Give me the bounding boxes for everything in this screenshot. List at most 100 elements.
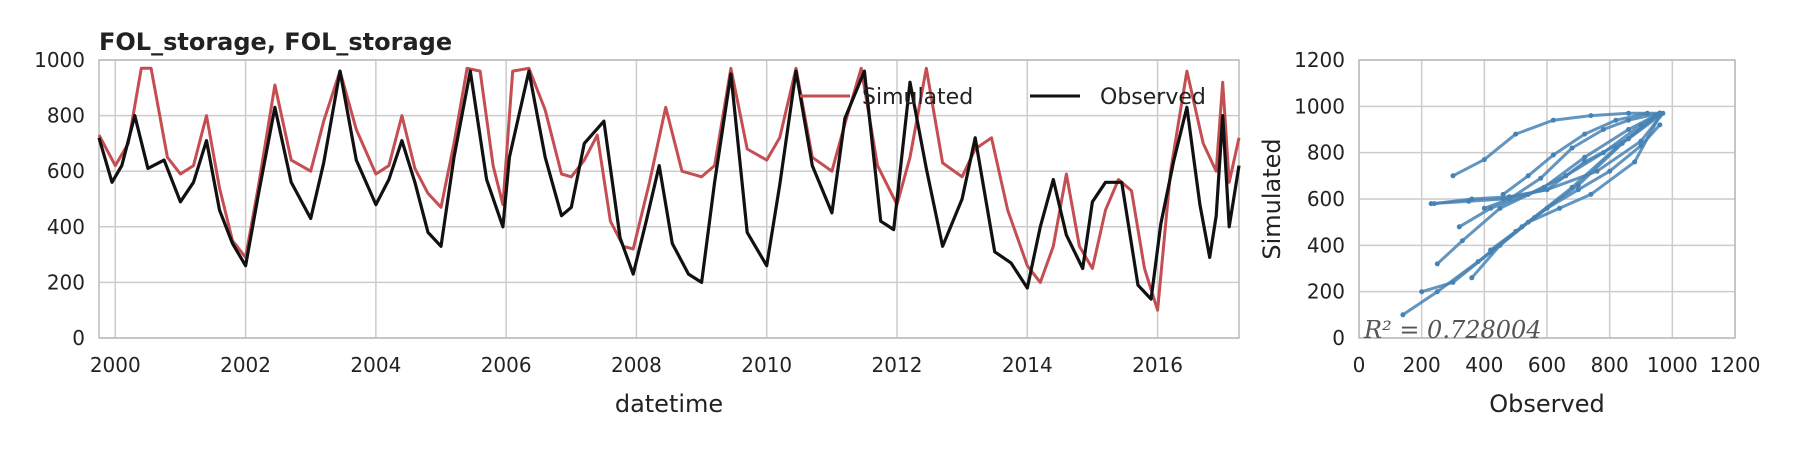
scatter-point [1582, 159, 1588, 165]
timeseries-x-tick-labels: 2000 2002 2004 2006 2008 2010 2012 2014 2016 [90, 353, 1183, 377]
scatter-x-tick-label: 600 [1528, 353, 1566, 377]
scatter-point [1557, 205, 1562, 211]
scatter-point [1657, 113, 1663, 119]
scatter-point [1607, 168, 1613, 174]
scatter-point [1600, 127, 1606, 132]
scatter-y-tick-labels: 0 200 400 600 800 1000 1200 [1294, 48, 1345, 350]
scatter-point [1594, 168, 1600, 174]
timeseries-x-tick-label: 2016 [1132, 353, 1183, 377]
legend: Simulated Observed [800, 85, 1206, 110]
timeseries-plot-frame [98, 59, 1240, 339]
series-line-observed [97, 69, 1241, 301]
scatter-point [1626, 136, 1631, 142]
scatter-point [1481, 157, 1487, 163]
scatter-point [1582, 131, 1588, 137]
scatter-point [1613, 117, 1619, 123]
scatter-point [1582, 154, 1588, 160]
scatter-point [1488, 247, 1494, 253]
timeseries-y-tick-label: 800 [47, 104, 85, 128]
timeseries-title: FOL_storage, FOL_storage [99, 28, 452, 56]
timeseries-x-tick-label: 2010 [741, 353, 792, 377]
scatter-y-tick-label: 1200 [1294, 48, 1345, 72]
scatter-x-tick-label: 0 [1353, 353, 1366, 377]
timeseries-x-tick-label: 2000 [90, 353, 141, 377]
scatter-point [1538, 175, 1544, 181]
scatter-point-trace [1501, 111, 1649, 196]
scatter-point [1513, 131, 1519, 137]
scatter-point [1632, 159, 1638, 165]
scatter-x-tick-label: 800 [1591, 353, 1629, 377]
scatter-point-traces [1400, 110, 1666, 318]
scatter-point [1497, 205, 1503, 211]
scatter-y-tick-label: 0 [1332, 326, 1345, 350]
scatter-point [1626, 127, 1631, 132]
scatter-x-tick-label: 1200 [1710, 353, 1761, 377]
scatter-y-axis-label: Simulated [1258, 138, 1286, 259]
timeseries-lines [97, 66, 1241, 312]
scatter-point [1469, 275, 1475, 281]
scatter-point [1481, 205, 1487, 211]
scatter-point [1638, 143, 1644, 149]
scatter-point [1575, 182, 1581, 188]
timeseries-x-axis-label: datetime [615, 390, 723, 418]
scatter-point [1434, 261, 1440, 267]
legend-simulated-label: Simulated [862, 85, 973, 110]
scatter-point [1626, 110, 1631, 116]
scatter-y-tick-label: 800 [1307, 141, 1345, 165]
timeseries-x-tick-label: 2004 [350, 353, 401, 377]
scatter-plot-frame [1358, 59, 1736, 339]
scatter-point [1588, 113, 1594, 119]
scatter-point [1575, 187, 1581, 193]
scatter-point [1588, 191, 1594, 197]
scatter-y-tick-label: 400 [1307, 233, 1345, 257]
scatter-point [1431, 201, 1437, 207]
timeseries-y-tick-label: 200 [47, 270, 85, 294]
scatter-point [1434, 289, 1440, 295]
timeseries-y-tick-label: 0 [72, 326, 85, 350]
timeseries-y-tick-label: 1000 [34, 48, 85, 72]
timeseries-y-tick-label: 600 [47, 159, 85, 183]
scatter-point [1544, 205, 1550, 211]
scatter-x-tick-label: 400 [1465, 353, 1503, 377]
scatter-point [1450, 173, 1456, 179]
legend-observed-label: Observed [1100, 85, 1206, 110]
timeseries-x-tick-label: 2012 [872, 353, 923, 377]
scatter-point [1469, 196, 1475, 202]
timeseries-x-tick-label: 2014 [1002, 353, 1053, 377]
scatter-x-axis-label: Observed [1489, 390, 1604, 418]
scatter-point [1513, 228, 1519, 234]
scatter-point [1419, 289, 1425, 295]
scatter-gridlines [1358, 59, 1736, 339]
scatter-y-tick-label: 200 [1307, 280, 1345, 304]
timeseries-x-tick-label: 2006 [481, 353, 532, 377]
scatter-panel: 0 200 400 600 800 1000 1200 0 200 400 600 800 1000 1… [1258, 48, 1760, 418]
scatter-y-tick-label: 600 [1307, 187, 1345, 211]
r-squared-annotation: R² = 0.728004 [1363, 316, 1542, 344]
scatter-point [1569, 145, 1575, 151]
scatter-point [1550, 152, 1556, 158]
scatter-point [1638, 122, 1644, 128]
scatter-point [1459, 238, 1465, 244]
timeseries-gridlines [99, 59, 1239, 339]
timeseries-x-tick-label: 2002 [220, 353, 271, 377]
scatter-point [1657, 122, 1663, 128]
scatter-point [1456, 224, 1462, 230]
timeseries-y-tick-label: 400 [47, 215, 85, 239]
series-line-simulated [97, 66, 1241, 312]
timeseries-x-tick-label: 2008 [611, 353, 662, 377]
scatter-point [1450, 279, 1456, 285]
scatter-point [1550, 117, 1556, 123]
scatter-point [1544, 187, 1550, 193]
timeseries-y-tick-labels: 0 200 400 600 800 1000 [34, 48, 85, 350]
scatter-x-tick-label: 200 [1403, 353, 1441, 377]
scatter-point [1506, 194, 1512, 200]
scatter-point [1400, 312, 1406, 318]
scatter-point [1525, 173, 1531, 179]
scatter-x-tick-labels: 0 200 400 600 800 1000 1200 [1353, 353, 1761, 377]
scatter-y-tick-label: 1000 [1294, 94, 1345, 118]
scatter-point [1644, 110, 1650, 116]
scatter-x-tick-label: 1000 [1647, 353, 1698, 377]
